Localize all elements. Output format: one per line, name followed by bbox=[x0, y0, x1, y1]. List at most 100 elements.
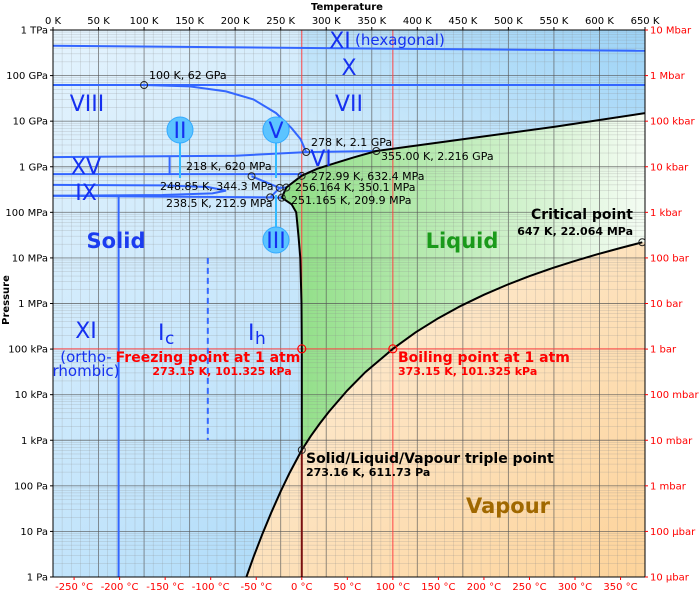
label-ice-xi-hex: XI bbox=[329, 29, 351, 54]
critical-point-title: Critical point bbox=[531, 207, 633, 223]
label-ice-x: X bbox=[341, 56, 356, 81]
top-tick-label: 300 K bbox=[312, 16, 341, 27]
label-251k: 251.165 K, 209.9 MPa bbox=[291, 194, 412, 207]
label-hexagonal: (hexagonal) bbox=[355, 31, 445, 49]
right-tick-label: 10 µbar bbox=[650, 573, 690, 584]
point-marker bbox=[638, 238, 645, 247]
ice-ii-badge bbox=[166, 116, 194, 144]
top-tick-label: 650 K bbox=[631, 16, 660, 27]
point-marker bbox=[297, 171, 306, 180]
label-ice-viii: VIII bbox=[70, 92, 105, 117]
label-256k: 256.164 K, 350.1 MPa bbox=[295, 181, 416, 194]
boundary-xi-x bbox=[53, 44, 645, 52]
point-marker bbox=[247, 172, 256, 181]
left-tick-label: 1 Pa bbox=[27, 573, 48, 584]
bottom-tick-label: 150 °C bbox=[421, 582, 455, 591]
right-tick-label: 10 bar bbox=[650, 299, 683, 310]
boundary-vi-vii bbox=[53, 150, 377, 159]
bottom-tick-label: 100 °C bbox=[376, 582, 410, 591]
point-marker bbox=[266, 193, 275, 202]
top-tick-label: 200 K bbox=[221, 16, 250, 27]
label-248k: 248.85 K, 344.3 MPa bbox=[160, 180, 274, 193]
right-tick-label: 100 bar bbox=[650, 253, 690, 264]
triple-point-title: Solid/Liquid/Vapour triple point bbox=[306, 451, 554, 467]
top-tick-label: 400 K bbox=[403, 16, 432, 27]
right-tick-label: 10 Mbar bbox=[650, 26, 692, 37]
region-vapour: Vapour bbox=[466, 494, 551, 518]
top-tick-label: 600 K bbox=[585, 16, 614, 27]
freezing-point-marker bbox=[297, 344, 307, 354]
left-tick-label: 10 GPa bbox=[13, 117, 48, 128]
point-marker bbox=[282, 183, 291, 192]
label-ice-v: V bbox=[268, 119, 283, 144]
right-tick-label: 100 µbar bbox=[650, 527, 696, 538]
ice-v-badge bbox=[262, 116, 290, 144]
label-ice-vii: VII bbox=[335, 92, 363, 117]
left-tick-label: 100 Pa bbox=[14, 481, 48, 492]
top-tick-label: 250 K bbox=[266, 16, 295, 27]
ice-phase-boundaries bbox=[53, 44, 645, 577]
x-axis-title: Temperature bbox=[311, 2, 383, 13]
boundary-ii-iii bbox=[269, 187, 281, 199]
label-238k: 238.5 K, 212.9 MPa bbox=[166, 197, 273, 210]
label-100k-62gpa: 100 K, 62 GPa bbox=[149, 69, 227, 82]
label-278k: 278 K, 2.1 GPa bbox=[311, 136, 392, 149]
right-tick-label: 10 mbar bbox=[650, 436, 693, 447]
left-tick-label: 10 kPa bbox=[15, 390, 48, 401]
melting-curve-ih bbox=[281, 196, 303, 450]
left-tick-label: 100 GPa bbox=[6, 71, 48, 82]
bottom-tick-label: 200 °C bbox=[467, 582, 501, 591]
label-ice-ih: I bbox=[248, 321, 255, 346]
point-marker bbox=[302, 148, 311, 157]
label-ice-vi: VI bbox=[310, 147, 332, 172]
bottom-tick-label: -200 °C bbox=[101, 582, 139, 591]
bottom-tick-label: 350 °C bbox=[603, 582, 637, 591]
point-marker bbox=[277, 193, 286, 202]
bottom-tick-label: -250 °C bbox=[55, 582, 93, 591]
label-ice-iii: III bbox=[266, 229, 285, 254]
label-ice-ih-sub: h bbox=[255, 329, 266, 349]
bottom-tick-label: 0 °C bbox=[291, 582, 313, 591]
label-ice-xv: XV bbox=[71, 155, 101, 180]
boiling-point-value: 373.15 K, 101.325 kPa bbox=[398, 365, 537, 378]
bottom-tick-label: 50 °C bbox=[333, 582, 361, 591]
freezing-point-title: Freezing point at 1 atm bbox=[116, 350, 301, 366]
bottom-tick-label: -100 °C bbox=[192, 582, 230, 591]
boiling-point-marker bbox=[388, 344, 398, 354]
right-tick-label: 100 mbar bbox=[650, 390, 699, 401]
label-ice-ix: IX bbox=[75, 181, 97, 206]
top-tick-label: 450 K bbox=[448, 16, 477, 27]
left-tick-label: 1 TPa bbox=[21, 26, 48, 37]
boundary-ix-ii bbox=[53, 183, 227, 197]
label-orthorhombic-1: (ortho- bbox=[60, 348, 111, 366]
boiling-point-title: Boiling point at 1 atm bbox=[398, 350, 570, 366]
label-272k: 272.99 K, 632.4 MPa bbox=[311, 170, 425, 183]
left-tick-label: 1 MPa bbox=[18, 299, 48, 310]
top-tick-label: 550 K bbox=[540, 16, 569, 27]
top-tick-label: 350 K bbox=[357, 16, 386, 27]
freezing-point-value: 273.15 K, 101.325 kPa bbox=[152, 365, 291, 378]
point-markers bbox=[140, 81, 645, 454]
left-tick-label: 1 GPa bbox=[19, 162, 48, 173]
vaporization-curve bbox=[300, 241, 643, 451]
right-tick-label: 1 mbar bbox=[650, 481, 687, 492]
label-ice-ic-sub: c bbox=[165, 329, 174, 349]
triple-point-value: 273.16 K, 611.73 Pa bbox=[306, 466, 430, 479]
bottom-tick-label: 300 °C bbox=[558, 582, 592, 591]
right-tick-label: 100 kbar bbox=[650, 117, 696, 128]
sublimation-curve bbox=[245, 449, 303, 577]
region-liquid: Liquid bbox=[426, 229, 499, 253]
top-tick-label: 100 K bbox=[130, 16, 159, 27]
left-tick-label: 1 kPa bbox=[21, 436, 48, 447]
ice-iii-badge bbox=[262, 226, 290, 254]
right-tick-label: 10 kbar bbox=[650, 162, 689, 173]
critical-point-value: 647 K, 22.064 MPa bbox=[517, 225, 633, 238]
top-tick-label: 50 K bbox=[87, 16, 110, 27]
boundary-viii-vii bbox=[144, 84, 308, 153]
left-tick-label: 10 MPa bbox=[12, 253, 48, 264]
point-marker bbox=[140, 81, 149, 90]
right-tick-label: 1 Mbar bbox=[650, 71, 686, 82]
label-orthorhombic-2: rhombic) bbox=[53, 362, 120, 380]
top-tick-label: 0 K bbox=[45, 16, 62, 27]
